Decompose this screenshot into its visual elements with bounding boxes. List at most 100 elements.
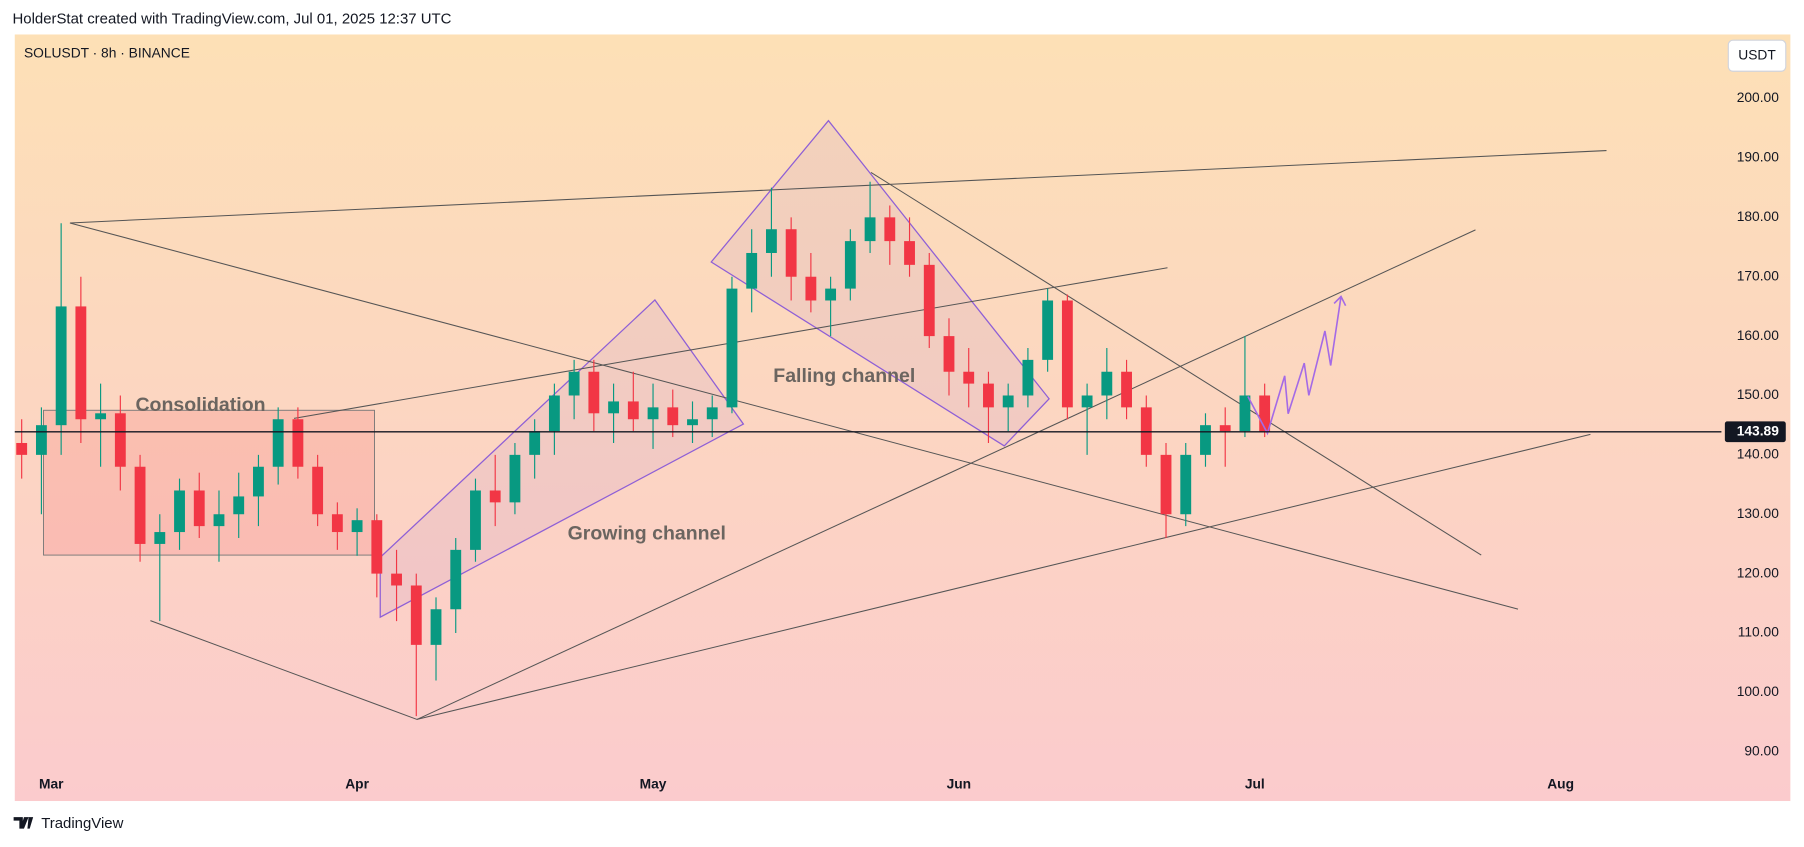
candle-body <box>16 442 28 455</box>
candle-body <box>253 466 264 497</box>
candle-body <box>963 371 975 384</box>
candle-body <box>983 383 994 408</box>
candle-body <box>489 490 501 503</box>
candle-body <box>233 496 245 515</box>
candle-body <box>292 419 304 467</box>
candle-body <box>904 241 915 265</box>
candle-body <box>509 454 521 503</box>
annotation: Growing channel <box>568 523 726 545</box>
candle-body <box>647 407 659 420</box>
candle-body <box>529 431 541 455</box>
annotation: Falling channel <box>773 365 915 387</box>
last-price-box <box>1724 421 1786 443</box>
candle-body <box>1002 395 1014 408</box>
candle-body <box>213 514 225 527</box>
trend-line <box>150 620 418 720</box>
candle-body <box>588 371 600 414</box>
candle-body <box>312 466 324 515</box>
candle-body <box>1180 454 1192 515</box>
projection-path <box>1247 296 1342 436</box>
x-tick-label: May <box>640 777 667 792</box>
candle-body <box>687 419 698 426</box>
candle-body <box>765 229 777 253</box>
chart-area <box>14 34 1791 802</box>
y-tick-label: 160.00 <box>1737 328 1779 343</box>
candle-body <box>154 532 166 544</box>
y-tick-label: 180.00 <box>1737 209 1779 224</box>
candle-body <box>174 490 185 533</box>
candle-body <box>726 288 738 408</box>
candle-body <box>134 466 146 544</box>
x-tick-label: Jul <box>1245 777 1265 792</box>
candle-body <box>55 306 67 426</box>
axes: 90.00 100.00 110.00 120.00 130.00 140.00 150.0… <box>39 90 1779 792</box>
candle-body <box>430 609 442 645</box>
y-tick-label: 130.00 <box>1737 506 1779 521</box>
symbol-title: SOLUSDT · 8h · BINANCE <box>24 46 190 61</box>
x-tick-label: Apr <box>345 777 369 792</box>
candle-body <box>608 401 620 414</box>
candle-body <box>923 264 935 337</box>
header: HolderStat created with TradingView.com,… <box>12 10 451 27</box>
candle-body <box>1259 395 1271 432</box>
candle-body <box>667 407 679 426</box>
currency-button[interactable] <box>1727 39 1787 72</box>
candle-body <box>450 549 462 610</box>
candle-body <box>706 407 718 420</box>
candle-body <box>884 217 896 242</box>
candle-body <box>1219 425 1231 432</box>
trend-line <box>416 229 1476 720</box>
trend-line <box>416 433 1591 720</box>
candle-body <box>864 217 876 242</box>
trend-line <box>69 150 1607 224</box>
candle-body <box>470 490 481 550</box>
candle-body <box>627 401 639 420</box>
x-tick-label: Aug <box>1547 777 1574 792</box>
candle-body <box>568 371 580 396</box>
candle-body <box>1081 395 1093 408</box>
y-tick-label: 190.00 <box>1737 150 1779 165</box>
candle-body <box>75 306 87 420</box>
y-tick-label: 100.00 <box>1737 684 1779 699</box>
trend-line <box>870 171 1482 556</box>
x-tick-label: Mar <box>39 777 64 792</box>
falling-channel <box>710 119 1050 447</box>
logo-icon <box>13 817 34 829</box>
candle-body <box>193 490 205 527</box>
y-tick-label: 110.00 <box>1738 625 1779 640</box>
candle-body <box>1239 395 1251 432</box>
y-tick-label: 170.00 <box>1737 268 1779 283</box>
candle-body <box>785 229 797 277</box>
candle-body <box>825 288 837 301</box>
candle-body <box>331 514 343 533</box>
brand-logo: TradingView <box>13 815 124 832</box>
candle-body <box>410 585 422 645</box>
candle-body <box>1200 425 1211 455</box>
projection-arrowhead <box>1333 295 1347 307</box>
candles <box>16 181 1271 717</box>
y-tick-label: 120.00 <box>1737 565 1779 580</box>
y-tick-label: 90.00 <box>1744 743 1779 758</box>
y-tick-label: 200.00 <box>1737 90 1779 105</box>
candle-body <box>272 419 284 467</box>
currency-label[interactable]: USDT <box>1738 47 1776 62</box>
candle-body <box>95 413 107 420</box>
trend-line <box>69 222 1519 610</box>
candle-body <box>114 413 126 467</box>
brand: TradingView <box>41 815 123 832</box>
candle-body <box>943 336 955 372</box>
candle-body <box>1022 359 1034 396</box>
last-price: 143.89 <box>14 421 1786 443</box>
candle-body <box>746 252 758 289</box>
y-tick-label: 140.00 <box>1737 447 1779 462</box>
candle-body <box>805 276 817 301</box>
candle-body <box>1042 300 1054 360</box>
last-price-label: 143.89 <box>1737 423 1779 438</box>
x-tick-label: Jun <box>947 777 972 792</box>
candle-body <box>391 573 402 586</box>
candle-body <box>1101 371 1113 396</box>
candle-body <box>371 520 383 574</box>
candle-body <box>1061 300 1073 408</box>
candle-body <box>35 425 47 455</box>
